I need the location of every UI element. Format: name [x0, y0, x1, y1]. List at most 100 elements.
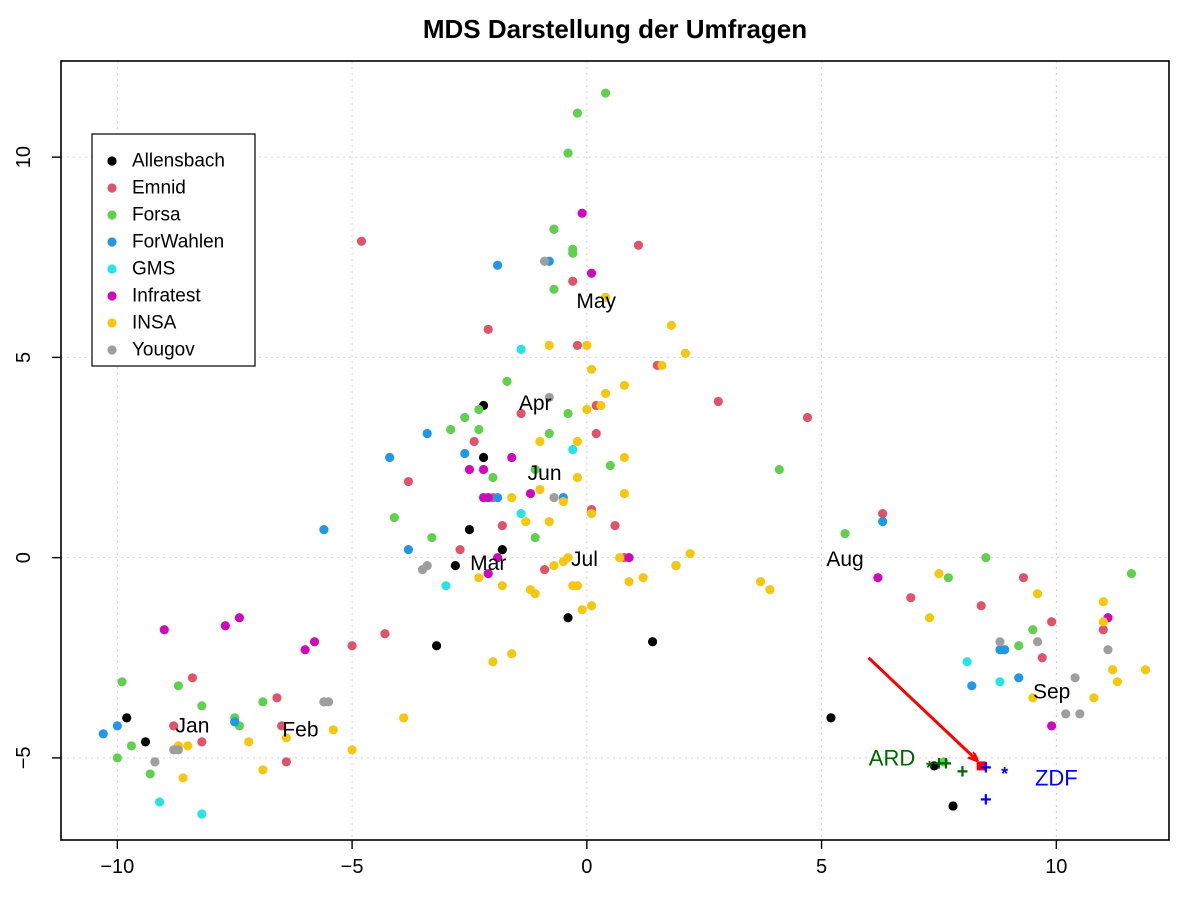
data-point	[507, 649, 517, 659]
legend-entry: GMS	[132, 259, 175, 280]
data-point	[586, 268, 597, 278]
data-point	[469, 436, 479, 447]
data-point	[474, 404, 484, 415]
data-point	[605, 460, 615, 471]
data-point	[324, 697, 334, 707]
data-point	[98, 729, 108, 739]
legend-box	[91, 133, 256, 367]
data-point	[525, 488, 536, 499]
data-point	[197, 737, 207, 747]
data-point	[568, 444, 578, 455]
legend-marker	[107, 345, 117, 355]
data-point	[586, 601, 597, 611]
data-point	[1032, 637, 1043, 647]
data-point	[572, 472, 583, 483]
legend: Allensbach Emnid Forsa ForWahlen GMS Infrates…	[91, 133, 256, 367]
data-point	[601, 292, 611, 302]
data-point	[380, 629, 390, 639]
data-point	[535, 484, 545, 495]
data-point	[126, 741, 137, 751]
month-label-jul: Jul	[571, 548, 598, 571]
data-point	[427, 533, 437, 543]
data-point	[544, 516, 554, 527]
legend-marker	[107, 291, 117, 301]
data-point	[145, 769, 155, 779]
data-point	[521, 516, 531, 527]
data-point	[117, 677, 127, 687]
data-point	[563, 553, 573, 563]
month-label-apr: Apr	[519, 392, 552, 415]
data-point	[173, 745, 183, 755]
data-point	[441, 581, 451, 591]
data-point	[244, 737, 254, 747]
series-gms	[154, 344, 1005, 819]
data-point	[586, 364, 597, 374]
data-point	[615, 553, 625, 563]
zdf-marker: +	[980, 757, 992, 779]
data-point	[939, 757, 949, 767]
data-point	[1089, 693, 1099, 703]
legend-entry: Allensbach	[132, 151, 225, 172]
legend-marker	[107, 156, 117, 166]
data-point	[356, 236, 367, 246]
month-label-sep: Sep	[1033, 680, 1070, 703]
data-point	[948, 801, 958, 811]
x-tick-label: −5	[341, 856, 364, 878]
month-label-aug: Aug	[826, 548, 863, 571]
data-point	[474, 424, 484, 435]
data-point	[671, 561, 681, 571]
data-point	[619, 452, 629, 463]
data-point	[774, 464, 784, 475]
data-points	[98, 88, 1151, 819]
data-point	[685, 549, 695, 559]
month-label-jan: Jan	[176, 714, 210, 737]
data-point	[460, 412, 470, 423]
data-point	[530, 464, 540, 475]
data-point	[1098, 617, 1108, 627]
data-point	[549, 224, 559, 234]
data-point	[183, 741, 193, 751]
data-point	[563, 613, 573, 623]
series-insa	[173, 292, 1151, 783]
data-point	[197, 701, 207, 711]
data-point	[455, 545, 465, 555]
legend-entry: ForWahlen	[132, 232, 224, 253]
data-point	[563, 148, 573, 158]
data-point	[300, 645, 310, 655]
data-point	[497, 545, 507, 555]
data-point	[516, 408, 526, 419]
data-point	[446, 424, 456, 435]
data-point	[230, 717, 240, 727]
data-point	[539, 565, 550, 575]
data-point	[549, 284, 559, 294]
data-point	[713, 396, 723, 407]
data-point	[530, 589, 540, 599]
data-point	[535, 436, 545, 447]
y-tick-label: −5	[13, 746, 35, 769]
data-point	[159, 625, 169, 635]
highlight-arrow	[867, 656, 977, 760]
data-point	[385, 452, 395, 463]
data-point	[431, 641, 442, 651]
data-point	[122, 713, 132, 723]
data-point	[502, 376, 512, 387]
data-point	[878, 508, 888, 519]
data-point	[601, 388, 611, 399]
data-point	[1108, 665, 1118, 675]
data-point	[516, 344, 526, 354]
data-point	[943, 573, 953, 583]
x-tick-label: 10	[1045, 856, 1067, 878]
plot-area-border	[60, 60, 1170, 841]
grid-lines	[61, 61, 1169, 840]
data-point	[140, 737, 151, 747]
data-point	[596, 400, 606, 411]
legend-marker	[107, 318, 117, 328]
data-point	[577, 605, 587, 615]
data-point	[666, 320, 676, 330]
data-point	[150, 757, 160, 767]
data-point	[624, 577, 634, 587]
data-point	[347, 745, 357, 755]
data-point	[544, 340, 554, 350]
zdf-marker: +	[980, 789, 992, 811]
data-point	[840, 529, 850, 539]
